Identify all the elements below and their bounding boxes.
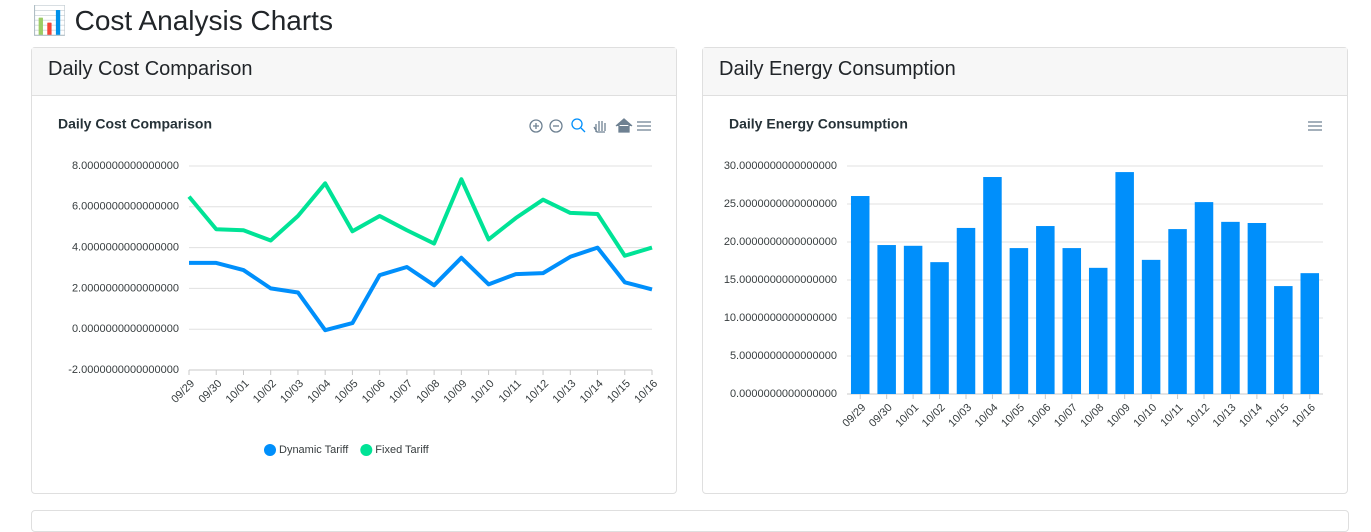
- x-tick-label: 10/10: [469, 378, 497, 406]
- x-tick-label: 10/08: [414, 378, 442, 406]
- y-tick-label: 10.0000000000000000: [724, 312, 837, 324]
- x-tick-label: 10/11: [497, 378, 524, 405]
- line: [187, 177, 653, 258]
- x-tick-label: 10/08: [1078, 402, 1106, 430]
- x-tick-label: 10/15: [1264, 402, 1292, 430]
- legend-label: Dynamic Tariff: [279, 444, 349, 456]
- x-tick-label: 10/01: [224, 378, 252, 406]
- x-tick-label: 10/01: [893, 402, 921, 430]
- x-tick-label: 10/06: [360, 378, 388, 406]
- bar: [1300, 273, 1320, 394]
- legend-marker: [264, 444, 276, 456]
- x-tick-label: 10/13: [1211, 402, 1239, 430]
- x-tick-label: 10/07: [387, 378, 415, 406]
- x-tick-label: 10/03: [278, 378, 306, 406]
- x-tick-label: 10/14: [1237, 402, 1265, 430]
- bar: [1062, 248, 1082, 394]
- x-tick-label: 10/05: [333, 378, 361, 406]
- y-tick-label: -2.0000000000000000: [68, 364, 179, 376]
- x-tick-label: 10/06: [1026, 402, 1054, 430]
- x-tick-label: 09/30: [867, 402, 895, 430]
- y-tick-label: 15.0000000000000000: [724, 274, 837, 286]
- x-tick-label: 09/29: [169, 378, 197, 406]
- y-tick-label: 20.0000000000000000: [724, 236, 837, 248]
- y-tick-label: 25.0000000000000000: [724, 198, 837, 210]
- bar: [903, 245, 923, 394]
- bar: [1088, 267, 1108, 394]
- bar: [877, 245, 896, 394]
- x-tick-label: 10/16: [632, 378, 660, 406]
- x-tick-label: 10/14: [578, 378, 606, 406]
- menu-icon[interactable]: [1308, 121, 1322, 131]
- x-tick-label: 10/02: [920, 402, 948, 430]
- y-tick-label: 2.0000000000000000: [72, 282, 179, 294]
- bar: [1194, 202, 1214, 394]
- card-title: Daily Energy Consumption: [703, 48, 1347, 96]
- x-tick-label: 10/03: [946, 402, 974, 430]
- chart: Daily Energy Consumption 0.0000000000000…: [724, 116, 1323, 430]
- bar: [1036, 226, 1055, 394]
- card: Daily Energy Consumption Daily Energy Co…: [702, 47, 1348, 494]
- legend-marker: [360, 444, 373, 456]
- chart: Daily Cost Comparison -2.000000000000000…: [58, 116, 660, 456]
- y-tick-label: 30.0000000000000000: [724, 160, 837, 172]
- x-tick-label: 10/04: [973, 402, 1001, 430]
- bar: [1009, 248, 1029, 394]
- x-tick-label: 10/12: [1184, 402, 1212, 430]
- y-tick-label: 4.0000000000000000: [72, 242, 179, 254]
- card: Daily Cost Comparison Daily Cost Compari…: [31, 47, 677, 494]
- bar: [1247, 223, 1267, 394]
- x-tick-label: 10/05: [999, 402, 1027, 430]
- chart-title: Daily Cost Comparison: [58, 116, 212, 132]
- x-tick-label: 10/09: [1105, 402, 1133, 430]
- x-tick-label: 10/09: [442, 378, 470, 406]
- x-tick-label: 10/10: [1131, 402, 1159, 430]
- x-tick-label: 09/29: [840, 402, 868, 430]
- card-title: Daily Cost Comparison: [32, 48, 676, 96]
- page-title: 📊 Cost Analysis Charts: [32, 5, 333, 36]
- bar: [983, 177, 1002, 394]
- x-tick-label: 10/16: [1290, 402, 1318, 430]
- legend-label: Fixed Tariff: [375, 444, 429, 456]
- y-tick-label: 6.0000000000000000: [72, 201, 179, 213]
- x-tick-label: 10/04: [305, 378, 333, 406]
- bar: [1221, 221, 1240, 394]
- bar: [1274, 286, 1293, 394]
- x-tick-label: 10/15: [605, 378, 633, 406]
- card: [31, 510, 1349, 532]
- x-tick-label: 10/11: [1158, 402, 1185, 429]
- y-tick-label: 5.0000000000000000: [730, 350, 837, 362]
- bar: [1141, 259, 1161, 394]
- bar: [930, 262, 949, 394]
- page: 📊 Cost Analysis Charts Daily Cost Compar…: [31, 5, 1349, 532]
- x-tick-label: 10/12: [523, 378, 551, 406]
- bar: [850, 196, 870, 394]
- toolbar[interactable]: [529, 118, 651, 133]
- line: [189, 245, 653, 333]
- x-tick-label: 10/13: [551, 378, 579, 406]
- bar: [1168, 229, 1187, 394]
- x-tick-label: 09/30: [196, 378, 224, 406]
- x-tick-label: 10/07: [1052, 402, 1080, 430]
- y-tick-label: 0.0000000000000000: [72, 323, 179, 335]
- chart-title: Daily Energy Consumption: [729, 116, 908, 132]
- y-tick-label: 8.0000000000000000: [72, 160, 179, 172]
- x-tick-label: 10/02: [251, 378, 279, 406]
- y-tick-label: 0.0000000000000000: [730, 388, 837, 400]
- bar: [956, 227, 976, 394]
- bar: [1115, 172, 1134, 394]
